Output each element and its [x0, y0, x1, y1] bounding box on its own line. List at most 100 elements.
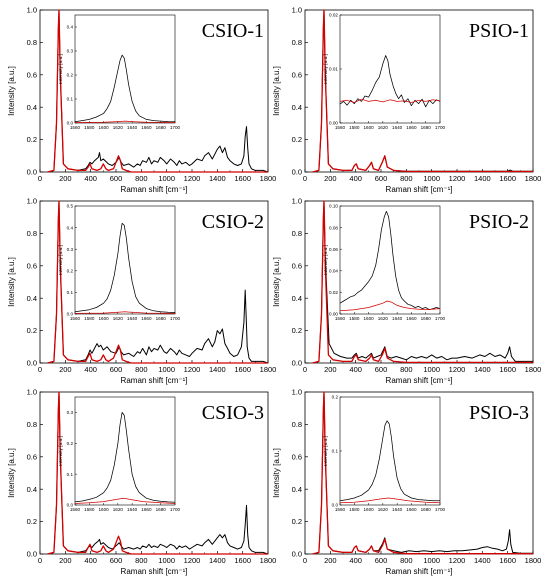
- x-tick-label: 1800: [525, 556, 542, 565]
- x-tick-label: 0: [303, 365, 307, 374]
- y-tick-label: 0.2: [27, 135, 37, 144]
- x-tick-label: 400: [84, 365, 97, 374]
- x-tick-label: 600: [375, 174, 388, 183]
- inset-y-tick-label: 0.3: [67, 49, 74, 54]
- inset-x-tick-label: 1620: [113, 125, 124, 130]
- y-axis-label: Intensity [a.u.]: [7, 66, 16, 116]
- y-tick-label: 0.2: [292, 517, 302, 526]
- inset-x-tick-label: 1680: [421, 316, 432, 321]
- inset-x-tick-label: 1560: [70, 507, 81, 512]
- x-tick-label: 200: [59, 174, 72, 183]
- inset-y-tick-label: 0.0: [67, 312, 74, 317]
- x-tick-label: 1400: [209, 174, 226, 183]
- y-tick-label: 0.4: [292, 294, 302, 303]
- panel-csio-1: 0 200 400 600 800 1000 1200 1400 1600 1800 0.0 0.2 0…: [7, 6, 276, 194]
- series-line-red: [47, 391, 268, 555]
- y-tick-label: 1.0: [27, 197, 37, 206]
- inset-x-tick-label: 1660: [141, 507, 152, 512]
- x-tick-label: 200: [324, 365, 337, 374]
- y-tick-label: 0.0: [27, 168, 37, 177]
- x-tick-label: 1600: [499, 174, 516, 183]
- inset-y-tick-label: 0.3: [67, 247, 74, 252]
- inset-x-tick-label: 1580: [84, 316, 95, 321]
- inset-plot: 1560 1580 1600 1620 1640 1660 1680 1700 0.00 0.01…: [323, 13, 446, 130]
- x-tick-label: 600: [110, 365, 123, 374]
- inset-x-tick-label: 1600: [98, 125, 109, 130]
- inset-series-line-black: [339, 55, 441, 108]
- inset-x-tick-label: 1680: [156, 507, 167, 512]
- x-tick-label: 1600: [499, 556, 516, 565]
- inset-x-tick-label: 1640: [127, 125, 138, 130]
- inset-series-line-black: [339, 211, 441, 311]
- x-tick-label: 1200: [449, 365, 466, 374]
- y-tick-label: 0.4: [292, 103, 302, 112]
- x-tick-label: 0: [38, 365, 42, 374]
- series-line-red: [312, 9, 533, 173]
- inset-x-tick-label: 1560: [70, 316, 81, 321]
- inset-y-tick-label: 0.2: [67, 73, 74, 78]
- inset-y-tick-label: 0.10: [329, 204, 338, 209]
- x-axis-label: Raman shift [cm⁻¹]: [121, 376, 188, 385]
- inset-x-tick-label: 1580: [84, 507, 95, 512]
- inset-x-tick-label: 1620: [378, 507, 389, 512]
- x-tick-label: 1000: [158, 365, 175, 374]
- x-tick-label: 1600: [234, 556, 251, 565]
- x-tick-label: 0: [38, 556, 42, 565]
- inset-y-axis-label: Intensity [a.u.]: [58, 245, 64, 275]
- y-axis-label: Intensity [a.u.]: [272, 66, 281, 116]
- x-tick-label: 1200: [184, 365, 201, 374]
- y-tick-label: 0.6: [27, 452, 37, 461]
- inset-x-tick-label: 1600: [98, 316, 109, 321]
- inset-series-line-black: [339, 420, 440, 502]
- inset-y-axis-label: Intensity [a.u.]: [58, 54, 64, 84]
- inset-plot: 1560 1580 1600 1620 1640 1660 1680 1700 0.00 0.02…: [323, 204, 446, 321]
- x-tick-label: 1800: [260, 556, 277, 565]
- x-tick-label: 800: [135, 174, 148, 183]
- x-tick-label: 1400: [209, 365, 226, 374]
- inset-y-tick-label: 0.04: [329, 269, 338, 274]
- inset-series-line-black: [74, 54, 176, 123]
- x-axis-label: Raman shift [cm⁻¹]: [121, 185, 188, 194]
- x-tick-label: 600: [110, 174, 123, 183]
- inset-x-tick-label: 1680: [421, 125, 432, 130]
- inset-y-tick-label: 0.0: [332, 503, 339, 508]
- inset-x-tick-label: 1700: [435, 316, 446, 321]
- inset-y-tick-label: 0.0: [67, 121, 74, 126]
- inset-y-tick-label: 0.1: [67, 97, 74, 102]
- x-axis-label: Raman shift [cm⁻¹]: [386, 567, 453, 576]
- panel-title: PSIO-2: [469, 211, 529, 233]
- inset-series-line-black: [74, 222, 176, 313]
- inset-y-tick-label: 0.2: [67, 269, 74, 274]
- x-tick-label: 0: [303, 556, 307, 565]
- y-tick-label: 1.0: [292, 197, 302, 206]
- inset-x-tick-label: 1620: [378, 125, 389, 130]
- inset-x-tick-label: 1560: [335, 125, 346, 130]
- y-tick-label: 0.8: [27, 229, 37, 238]
- x-tick-label: 1800: [525, 365, 542, 374]
- inset-frame: [74, 14, 176, 124]
- x-tick-label: 1000: [423, 174, 440, 183]
- inset-x-tick-label: 1620: [113, 316, 124, 321]
- inset-series-line-red: [74, 311, 176, 314]
- x-tick-label: 600: [375, 556, 388, 565]
- inset-frame: [339, 396, 441, 506]
- inset-x-tick-label: 1640: [127, 316, 138, 321]
- inset-plot: 1560 1580 1600 1620 1640 1660 1680 1700 0.0 0.1 0.…: [58, 14, 181, 130]
- x-tick-label: 400: [349, 365, 362, 374]
- inset-y-tick-label: 0.00: [329, 121, 338, 126]
- x-tick-label: 1800: [525, 174, 542, 183]
- x-tick-label: 600: [110, 556, 123, 565]
- panel-csio-3: 0 200 400 600 800 1000 1200 1400 1600 1800 0.0 0.2 0…: [7, 388, 276, 576]
- y-tick-label: 0.8: [27, 420, 37, 429]
- y-tick-label: 1.0: [27, 6, 37, 15]
- y-tick-label: 1.0: [292, 388, 302, 397]
- panel-title: PSIO-3: [469, 402, 529, 424]
- x-tick-label: 800: [135, 365, 148, 374]
- x-tick-label: 200: [324, 174, 337, 183]
- x-tick-label: 1400: [474, 174, 491, 183]
- panel-psio-2: 0 200 400 600 800 1000 1200 1400 1600 1800 0.0 0.2 0…: [272, 197, 541, 385]
- x-tick-label: 800: [135, 556, 148, 565]
- inset-y-tick-label: 0.4: [67, 225, 74, 230]
- inset-y-axis-label: Intensity [a.u.]: [323, 245, 329, 275]
- inset-frame: [74, 396, 176, 506]
